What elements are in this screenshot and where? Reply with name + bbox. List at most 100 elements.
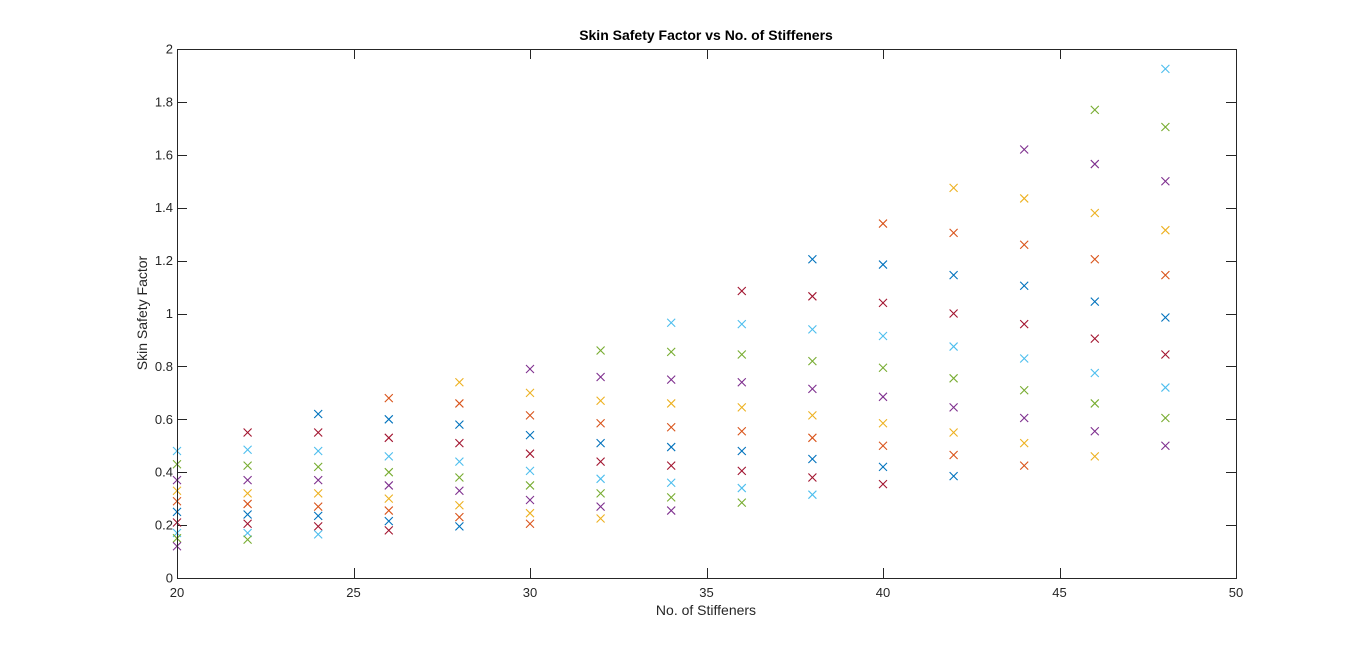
data-point-x-marker bbox=[878, 392, 888, 402]
data-point-x-marker bbox=[243, 528, 252, 538]
data-point-x-marker bbox=[243, 510, 252, 519]
data-point-x-marker bbox=[596, 474, 605, 484]
data-point-x-marker bbox=[313, 462, 323, 472]
data-point-x-marker bbox=[1019, 145, 1029, 154]
data-point-x-marker bbox=[737, 319, 747, 329]
data-point-x-marker bbox=[808, 384, 817, 394]
data-point-x-marker bbox=[525, 364, 535, 374]
x-tick-label: 30 bbox=[523, 585, 537, 600]
data-point-x-marker bbox=[808, 356, 817, 366]
data-point-x-marker bbox=[455, 486, 464, 496]
data-point-x-marker bbox=[949, 450, 958, 460]
data-point-x-marker bbox=[949, 428, 958, 437]
data-markers bbox=[172, 64, 1170, 551]
data-point-x-marker bbox=[949, 228, 958, 238]
data-point-x-marker bbox=[525, 466, 535, 476]
x-tick-label: 40 bbox=[876, 585, 890, 600]
y-tick-label: 0.8 bbox=[155, 359, 173, 374]
data-point-x-marker bbox=[666, 422, 676, 432]
data-point-x-marker bbox=[243, 519, 252, 529]
data-point-x-marker bbox=[596, 346, 605, 355]
y-tick-label: 1 bbox=[166, 306, 173, 321]
data-point-x-marker bbox=[808, 454, 817, 464]
data-point-x-marker bbox=[455, 377, 464, 387]
data-point-x-marker bbox=[455, 522, 464, 531]
x-tick-label: 50 bbox=[1229, 585, 1243, 600]
data-point-x-marker bbox=[808, 433, 817, 443]
data-point-x-marker bbox=[808, 254, 817, 264]
data-point-x-marker bbox=[666, 492, 676, 502]
data-point-x-marker bbox=[1161, 413, 1170, 423]
data-point-x-marker bbox=[455, 512, 464, 522]
data-point-x-marker bbox=[1090, 399, 1100, 408]
data-point-x-marker bbox=[596, 396, 605, 406]
data-point-x-marker bbox=[878, 260, 888, 269]
data-point-x-marker bbox=[1090, 297, 1100, 306]
data-point-x-marker bbox=[1019, 413, 1029, 423]
data-point-x-marker bbox=[384, 467, 394, 477]
data-point-x-marker bbox=[949, 403, 958, 412]
y-tick-label: 0 bbox=[166, 571, 173, 586]
data-point-x-marker bbox=[1019, 319, 1029, 329]
y-tick-label: 0.4 bbox=[155, 465, 173, 480]
data-point-x-marker bbox=[313, 529, 323, 539]
data-point-x-marker bbox=[808, 473, 817, 482]
y-tick-label: 2 bbox=[166, 42, 173, 57]
axes-box bbox=[177, 49, 1237, 579]
data-point-x-marker bbox=[1090, 254, 1100, 264]
data-point-x-marker bbox=[243, 428, 252, 437]
data-point-x-marker bbox=[525, 508, 535, 518]
data-point-x-marker bbox=[455, 473, 464, 482]
data-point-x-marker bbox=[596, 372, 605, 382]
data-point-x-marker bbox=[384, 526, 394, 535]
data-point-x-marker bbox=[949, 270, 958, 280]
data-point-x-marker bbox=[243, 499, 252, 509]
data-point-x-marker bbox=[1019, 354, 1029, 363]
data-point-x-marker bbox=[525, 495, 535, 505]
data-point-x-marker bbox=[1161, 225, 1170, 235]
data-point-x-marker bbox=[737, 426, 747, 436]
data-point-x-marker bbox=[384, 393, 394, 403]
data-point-x-marker bbox=[525, 430, 535, 440]
data-point-x-marker bbox=[313, 428, 323, 437]
data-point-x-marker bbox=[313, 522, 323, 531]
data-point-x-marker bbox=[1161, 313, 1170, 322]
data-point-x-marker bbox=[384, 451, 394, 461]
data-point-x-marker bbox=[243, 461, 252, 470]
data-point-x-marker bbox=[384, 414, 394, 424]
data-point-x-marker bbox=[384, 506, 394, 515]
data-point-x-marker bbox=[666, 399, 676, 408]
data-point-x-marker bbox=[525, 388, 535, 398]
data-point-x-marker bbox=[1019, 438, 1029, 448]
y-tick-label: 1.2 bbox=[155, 253, 173, 268]
data-point-x-marker bbox=[525, 519, 535, 529]
y-tick-label: 1.4 bbox=[155, 200, 173, 215]
data-point-x-marker bbox=[878, 219, 888, 228]
y-tick-label: 0.2 bbox=[155, 518, 173, 533]
data-point-x-marker bbox=[878, 462, 888, 472]
data-point-x-marker bbox=[596, 502, 605, 511]
data-point-x-marker bbox=[666, 461, 676, 470]
data-point-x-marker bbox=[666, 478, 676, 488]
data-point-x-marker bbox=[525, 410, 535, 420]
y-tick-label: 1.6 bbox=[155, 147, 173, 162]
data-point-x-marker bbox=[949, 373, 958, 383]
data-point-x-marker bbox=[808, 291, 817, 301]
data-point-x-marker bbox=[1090, 208, 1100, 218]
data-point-x-marker bbox=[666, 375, 676, 385]
data-point-x-marker bbox=[1090, 426, 1100, 436]
data-point-x-marker bbox=[596, 438, 605, 448]
data-point-x-marker bbox=[455, 457, 464, 467]
data-point-x-marker bbox=[737, 446, 747, 456]
data-point-x-marker bbox=[1090, 334, 1100, 344]
data-point-x-marker bbox=[313, 446, 323, 456]
data-point-x-marker bbox=[737, 350, 747, 359]
x-axis-label: No. of Stiffeners bbox=[656, 602, 756, 618]
data-point-x-marker bbox=[737, 403, 747, 412]
data-point-x-marker bbox=[384, 481, 394, 490]
y-tick-label: 0.6 bbox=[155, 412, 173, 427]
data-point-x-marker bbox=[666, 442, 676, 452]
data-point-x-marker bbox=[878, 441, 888, 451]
data-point-x-marker bbox=[949, 342, 958, 351]
data-point-x-marker bbox=[737, 498, 747, 508]
